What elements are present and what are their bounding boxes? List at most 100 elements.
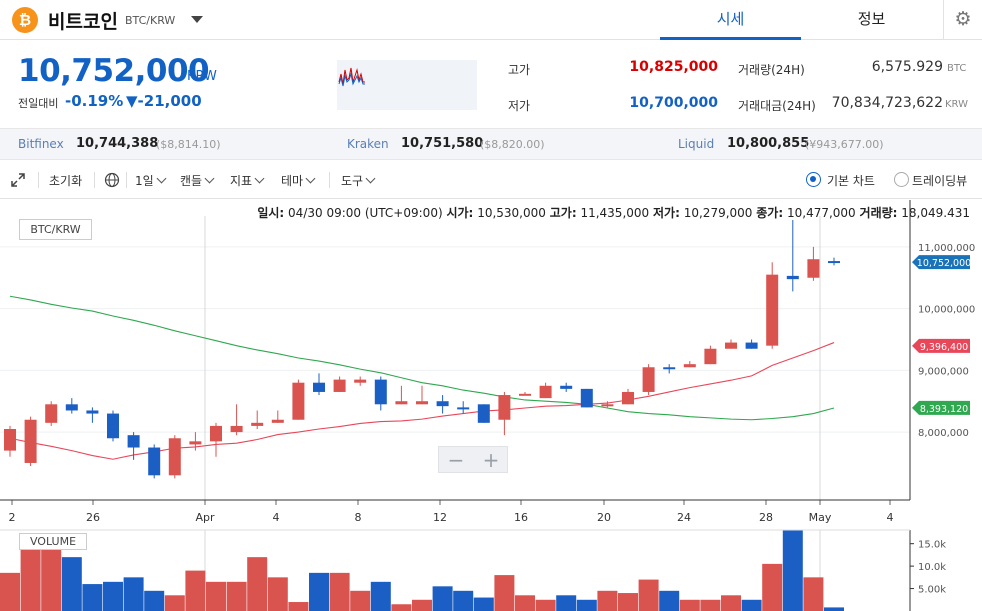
open-label: 시가:	[446, 206, 474, 220]
exchange-name[interactable]: Bitfinex	[18, 137, 64, 151]
candle-body	[210, 425, 222, 442]
divider	[38, 172, 39, 188]
indicator-select[interactable]: 지표	[230, 172, 265, 189]
volume-24h-unit: BTC	[947, 63, 967, 74]
zoom-in-button[interactable]: +	[482, 448, 500, 472]
divider	[329, 172, 330, 188]
volume-bar	[329, 572, 350, 611]
close-value: 10,477,000	[786, 206, 856, 220]
volume-bar	[576, 599, 597, 611]
volume-bar	[226, 581, 247, 611]
candle-body	[45, 404, 58, 423]
volume-bar	[123, 577, 144, 611]
exchange-jpy-price: (¥943,677.00)	[805, 138, 884, 151]
low-label: 저가	[508, 99, 531, 113]
candle-body	[601, 404, 614, 407]
tab-info[interactable]: 정보	[857, 10, 886, 28]
volume-bar	[700, 599, 721, 611]
tradingview-radio[interactable]	[894, 172, 909, 187]
volume-bar	[61, 557, 82, 611]
volume-bar	[20, 536, 41, 611]
candle-body	[65, 404, 78, 411]
volume-bars	[0, 530, 844, 611]
candle-body	[395, 401, 408, 405]
volume-label: VOLUME	[19, 533, 87, 550]
volume-bar	[82, 584, 103, 611]
ma-long-tag-text: 8,393,120	[920, 404, 968, 415]
chart-toolbar: 초기화 1일 캔들 지표 테마 도구 기본 차트 트레이딩뷰	[0, 161, 982, 199]
theme-label: 테마	[281, 174, 304, 188]
volume-bar	[103, 581, 123, 611]
low-value: 10,700,000	[629, 95, 718, 111]
chart-pair-label: BTC/KRW	[19, 219, 92, 240]
candle-body	[807, 259, 820, 278]
volume-bar	[41, 541, 62, 611]
exchange-name[interactable]: Kraken	[347, 137, 389, 151]
divider	[126, 172, 127, 188]
exchange-price: 10,800,855	[727, 136, 810, 151]
x-tick-label: 16	[514, 511, 528, 524]
chart-grid	[0, 216, 910, 611]
basic-chart-label[interactable]: 기본 차트	[827, 174, 875, 188]
candle-select[interactable]: 캔들	[180, 172, 215, 189]
volume-bar	[721, 595, 741, 611]
exchange-usd-price: ($8,820.00)	[480, 138, 545, 151]
amount-24h-value: 70,834,723,622	[831, 95, 943, 111]
chevron-down-icon	[365, 173, 376, 184]
axes: 8,000,000 9,000,000 10,000,000 11,000,000 2 2…	[0, 200, 975, 611]
coin-pair: BTC/KRW	[125, 14, 176, 27]
y-tick-label: 11,000,000	[918, 243, 975, 254]
candle-body	[374, 379, 387, 405]
amount-24h-unit: KRW	[945, 99, 968, 110]
interval-label: 1일	[135, 174, 154, 188]
volume-bar	[267, 577, 288, 611]
expand-icon[interactable]	[11, 173, 25, 187]
candle-body	[683, 364, 696, 368]
theme-select[interactable]: 테마	[281, 172, 316, 189]
high-value: 11,435,000	[580, 206, 650, 220]
basic-chart-radio[interactable]	[806, 172, 821, 187]
volume-bar	[494, 575, 515, 611]
tradingview-label[interactable]: 트레이딩뷰	[912, 174, 968, 188]
gear-icon[interactable]: ⚙	[943, 0, 982, 40]
amount-24h-label: 거래대금(24H)	[738, 99, 816, 113]
exchange-price: 10,744,388	[76, 136, 159, 151]
moving-averages	[9, 295, 835, 460]
candle-body	[745, 342, 758, 349]
candle-body	[292, 382, 305, 420]
candle-body	[725, 342, 737, 349]
candle-body	[477, 404, 490, 423]
ma-long-tag-bg	[912, 400, 970, 415]
volume-value: 18,049.431	[901, 206, 970, 220]
coin-name[interactable]: 비트코인	[48, 11, 118, 33]
last-price-tag-bg	[912, 255, 970, 270]
high-value: 10,825,000	[629, 59, 718, 75]
tools-label: 도구	[341, 174, 364, 188]
x-tick-label: May	[809, 511, 832, 524]
zoom-out-button[interactable]: −	[447, 448, 465, 472]
candle-body	[189, 441, 202, 445]
exchange-name[interactable]: Liquid	[678, 137, 715, 151]
exchange-usd-price: ($8,814.10)	[156, 138, 221, 151]
tab-price[interactable]: 시세	[660, 0, 801, 40]
candle-body	[271, 419, 284, 423]
sparkline-graph	[338, 67, 365, 87]
tools-select[interactable]: 도구	[341, 172, 376, 189]
volume-bar	[391, 604, 412, 611]
reset-button[interactable]: 초기화	[49, 174, 83, 188]
globe-icon[interactable]	[104, 172, 120, 188]
interval-select[interactable]: 1일	[135, 172, 167, 189]
bitcoin-logo-icon: ₿	[12, 7, 38, 33]
price-chart[interactable]: 8,000,000 9,000,000 10,000,000 11,000,000 2 2…	[0, 200, 982, 611]
chevron-down-icon[interactable]	[191, 16, 203, 23]
zoom-controls: − +	[438, 446, 508, 473]
y-tick-label: 10,000,000	[918, 305, 975, 316]
volume-y-tick-label: 10.0k	[918, 562, 946, 573]
x-tick-label: 24	[677, 511, 691, 524]
candle-body	[436, 401, 449, 407]
candle-body	[560, 385, 573, 389]
volume-bar	[247, 557, 268, 611]
volume-bar	[659, 590, 680, 611]
candle-body	[24, 419, 37, 463]
low-value: 10,279,000	[683, 206, 753, 220]
